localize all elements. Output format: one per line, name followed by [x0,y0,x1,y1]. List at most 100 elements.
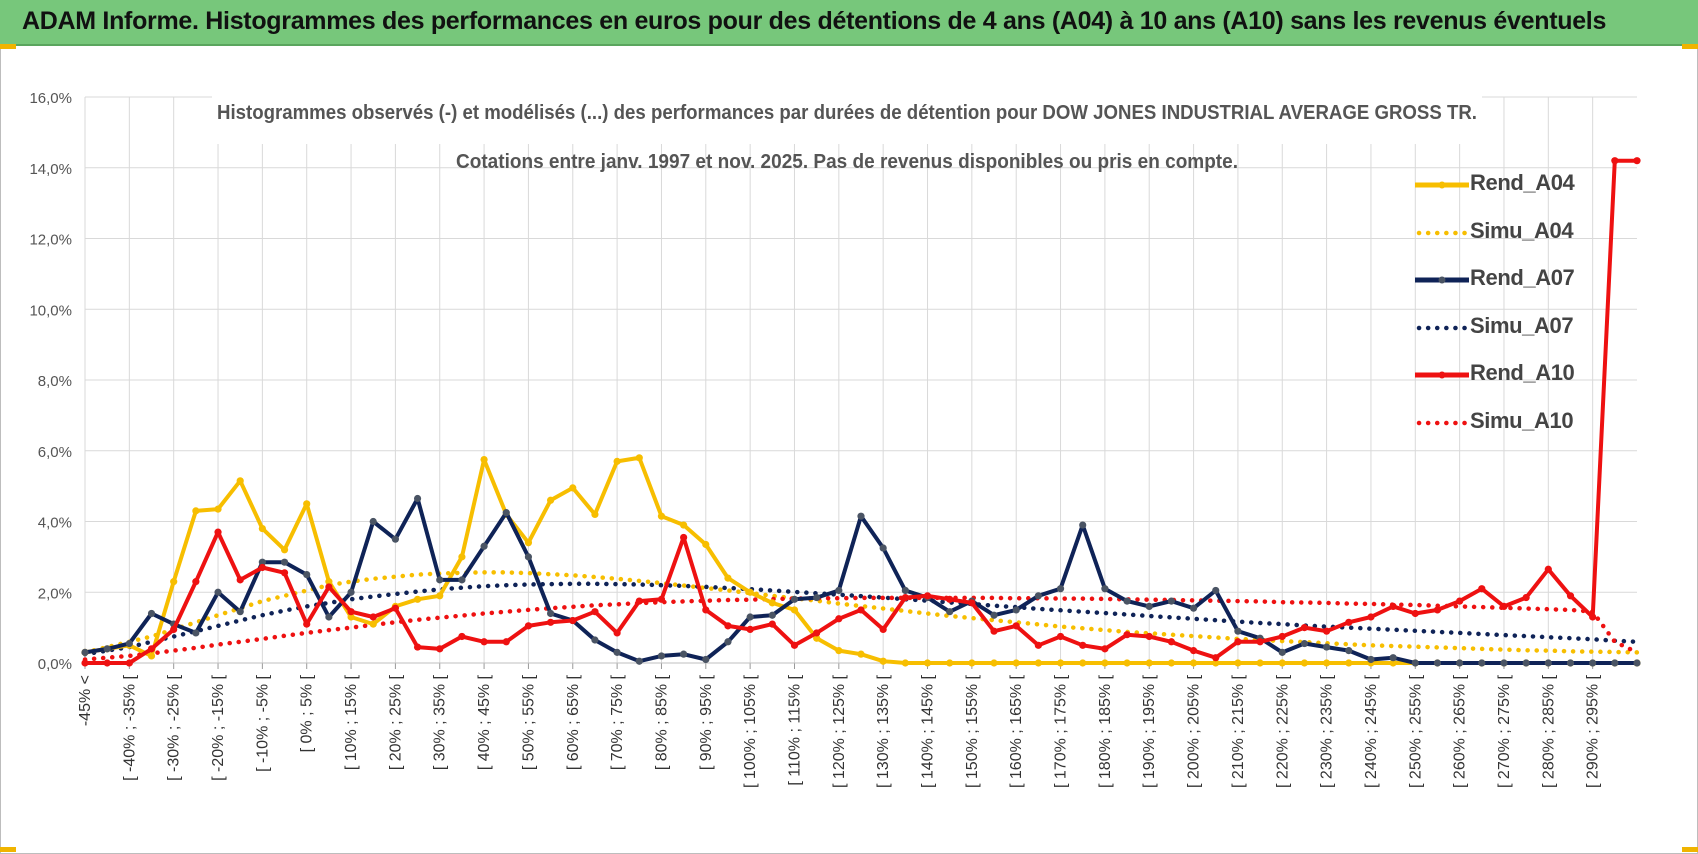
data-point [192,507,200,515]
data-point [1234,627,1242,635]
data-point [1034,592,1042,600]
data-point [1056,632,1065,641]
legend-swatch [1416,230,1468,235]
data-point [1456,597,1464,605]
data-point [990,627,998,635]
x-tick-label: [ 180% ; 185% [ [1097,674,1114,788]
data-point [436,645,444,653]
data-point [1012,659,1020,667]
data-point [1234,659,1242,667]
data-point [768,620,776,628]
data-point [613,648,621,656]
data-point [1611,157,1619,165]
data-point [1389,659,1397,667]
data-point [1101,645,1109,653]
x-tick-label: [ 0% ; 5% [ [299,674,316,752]
data-point [702,655,710,664]
legend-label: Rend_A04 [1470,170,1575,195]
data-point [1411,659,1419,667]
data-point [768,611,776,619]
data-point [1234,638,1242,646]
x-tick-label: [ 90% ; 95% [ [698,674,715,770]
data-point [502,509,510,517]
data-point [325,613,333,621]
data-point [901,593,909,602]
x-tick-label: [ 200% ; 205% [ [1186,674,1203,788]
data-point [1212,654,1220,662]
data-point [1456,659,1464,667]
legend-label: Rend_A10 [1470,360,1575,385]
data-point [480,542,488,550]
data-point [1345,647,1353,655]
data-point [436,592,444,600]
legend-swatch [1415,276,1469,284]
x-tick-label: [ 190% ; 195% [ [1141,674,1158,788]
data-point [1145,659,1153,667]
data-point [702,606,710,614]
series-line [85,158,1637,665]
data-point [369,620,377,628]
data-point [1145,632,1153,641]
x-tick-label: [ 150% ; 155% [ [964,674,981,788]
data-point [458,576,466,584]
x-tick-label: [ 220% ; 225% [ [1274,674,1291,788]
data-point [458,553,466,561]
data-point [303,500,311,508]
x-tick-label: [ 140% ; 145% [ [920,674,937,788]
data-point [192,578,200,586]
data-point [303,570,311,579]
data-point [1367,613,1375,621]
data-point [1433,659,1442,667]
data-point [413,643,422,651]
x-tick-label: [ 130% ; 135% [ [875,674,892,788]
data-point [613,457,621,465]
data-point [1589,613,1597,621]
data-point [724,638,732,646]
series-line [84,496,1637,665]
data-point [1300,659,1309,667]
data-point [1411,609,1419,618]
data-point [1101,585,1109,593]
data-point [236,576,244,584]
data-point [436,576,444,584]
data-point [1101,659,1109,667]
data-point [1589,659,1597,667]
data-point [1566,659,1575,667]
data-point [1566,592,1575,600]
data-point [524,553,533,561]
data-point [1056,585,1065,593]
data-point [103,645,111,653]
chart-subtitle: Cotations entre janv. 1997 et nov. 2025.… [456,151,1238,173]
data-point [635,454,643,462]
legend-label: Simu_A04 [1470,217,1574,243]
data-point [569,484,577,492]
data-point [502,638,510,646]
data-point [857,650,865,658]
data-point [1212,586,1220,595]
data-point [813,593,821,602]
data-point [103,659,111,667]
data-point [879,625,887,633]
data-point [524,622,533,630]
data-point [303,620,311,628]
data-point [1278,632,1286,641]
data-point [1544,565,1552,573]
x-tick-label: [ -20% ; -15% [ [210,674,227,780]
x-tick-label: [ 100% ; 105% [ [742,674,759,788]
data-point [347,613,355,621]
data-point [1256,638,1264,646]
data-point [547,618,555,626]
grid-lines [84,96,1637,669]
data-point [768,599,776,607]
x-tick-label: [ 210% ; 215% [ [1230,674,1247,788]
data-point [413,494,422,503]
data-point [635,597,643,605]
series-rend-a04 [81,454,1641,667]
legend-label: Simu_A10 [1470,407,1574,433]
x-tick-label: [ 290% ; 295% [ [1585,674,1602,788]
data-point [325,583,333,591]
legend-label: Rend_A07 [1470,265,1575,290]
data-point [170,625,178,633]
data-point [968,599,976,607]
data-point [1500,659,1508,667]
